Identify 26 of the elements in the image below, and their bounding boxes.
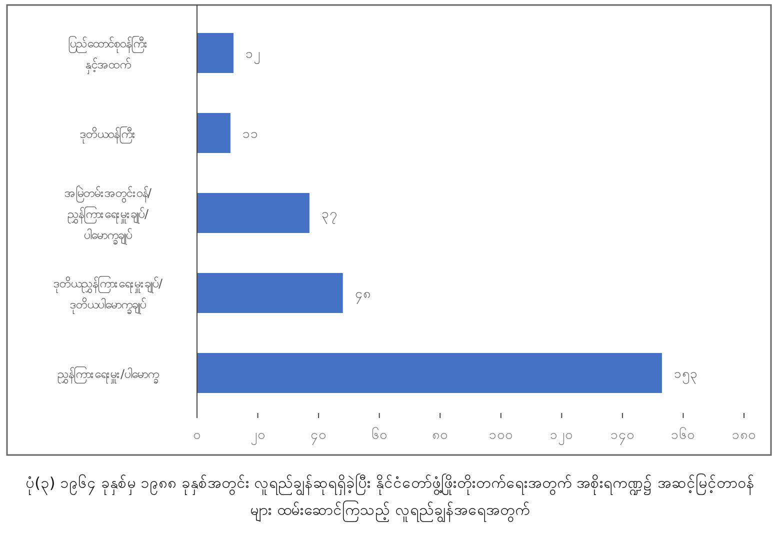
bar [197, 273, 343, 313]
data-label: ၁၁ [242, 127, 258, 142]
x-tick-label: ၄၀ [310, 428, 327, 445]
x-tick-label: ၁၀၀ [488, 428, 513, 443]
y-tick-label: ညွှန်ကြားရေးမှူး/ပါမောက္ခ [57, 365, 159, 384]
bar [197, 113, 230, 153]
y-tick-label: ဒုတိယညွှန်ကြားရေးမှူးချုပ်/ ဒုတိယပါမောက္ခချုပ် [53, 274, 164, 314]
text: ပုံ(၃) ၁၉၆၄ ခုနှစ်မှ ၁၉၈၈ ခုနှစ်အတွင်း လူရည်ချွန်ဆုရရှိခဲ့ပြီး နိုင်ငံတော်ဖွံ့ဖြိုးတိုးတက်ရေးအတွက် အစိုးရကဏ္ဍ၌ အဆင့်မြင့်တာဝန်များ ထမ်းဆောင်ကြသည့် လူရည်ချွန်အရေအတွက် [24, 472, 756, 524]
x-tick-label: ၀ [193, 428, 201, 443]
y-tick-label: အမြဲတမ်းအတွင်းဝန်/ ညွှန်ကြားရေးမှူးချုပ်/ ပါမောက္ခချုပ် [64, 185, 152, 245]
y-tick-label: ဒုတိယဝန်ကြီး [80, 125, 136, 144]
data-label: ၄၈ [354, 287, 371, 304]
x-tick-label: ၁၆၀ [671, 427, 696, 443]
x-tick-label: ၂၀ [250, 428, 266, 445]
bar [197, 33, 234, 73]
x-tick-label: ၁၂၀ [550, 428, 574, 445]
bar [197, 353, 662, 393]
y-tick-label: ပြည်ထောင်စုဝန်ကြီး နှင့်အထက် [68, 34, 148, 74]
x-tick-label: ၁၄၀ [610, 428, 634, 445]
bar [197, 193, 310, 233]
x-tick-label: ၈၀ [432, 428, 448, 443]
data-label: ၁၂ [245, 47, 260, 64]
data-label: ၃၇ [321, 207, 338, 224]
x-tick-label: ၆၀ [371, 427, 388, 443]
x-tick-label: ၁၈၀ [732, 428, 756, 443]
data-label: ၁၅၃ [674, 367, 698, 384]
